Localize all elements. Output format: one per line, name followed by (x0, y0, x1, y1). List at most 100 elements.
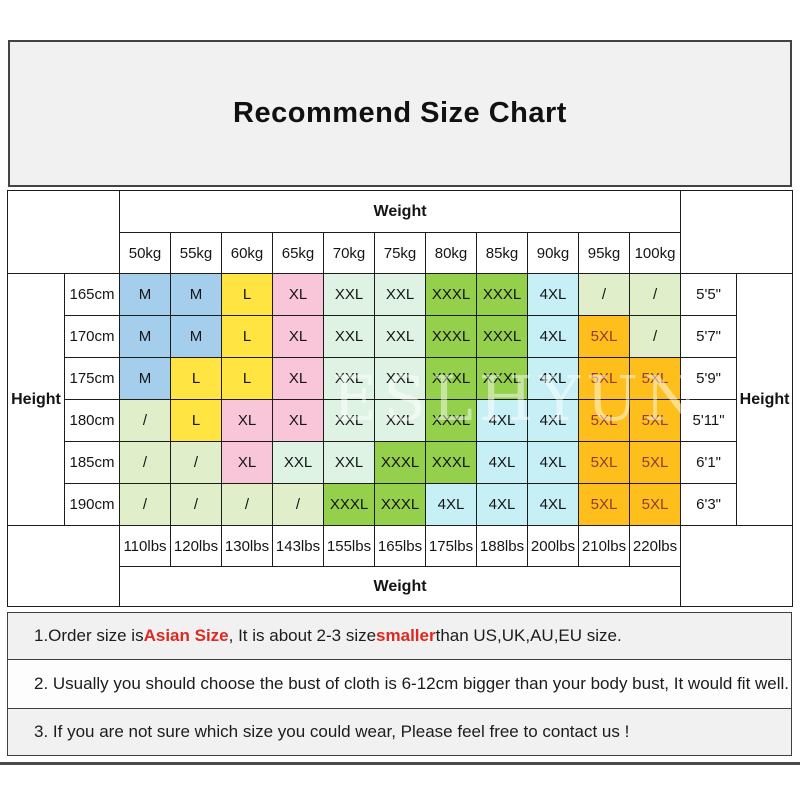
size-cell: XXXL (476, 315, 528, 358)
size-cell: 5XL (628, 441, 682, 484)
size-cell: 5XL (628, 357, 682, 400)
size-cell: XL (272, 399, 324, 442)
size-cell: XL (221, 399, 273, 442)
note-text: 2. Usually you should choose the bust of… (34, 674, 790, 693)
size-cell: XXL (374, 273, 426, 316)
note-2: 2. Usually you should choose the bust of… (7, 659, 792, 709)
size-cell: XXXL (425, 315, 477, 358)
note-text-highlight: smaller (376, 626, 436, 645)
table-row: 170cm M M L XL XXL XXL XXXL XXXL 4XL 5XL/5'7" (8, 315, 793, 358)
size-cell: XXXL (476, 357, 528, 400)
weight-kg-label: 50kg (119, 232, 171, 274)
weight-kg-label: 60kg (221, 232, 273, 274)
size-table: Weight 50kg 55kg 60kg 65kg 70kg 75kg 80kg 85kg 90… (7, 190, 794, 607)
bottom-divider-line (0, 762, 800, 765)
height-ft-label: 5'7" (680, 315, 738, 358)
table-row: 180cm / L XL XL XXL XXL XXXL 4XL 4XL 5XL 5XL 5'11" (8, 399, 793, 442)
size-cell: / (119, 483, 171, 526)
size-cell: XXXL (425, 399, 477, 442)
weight-lbs-label: 110lbs (119, 525, 171, 567)
note-text: than US,UK,AU,EU size. (435, 626, 622, 645)
weight-kg-label: 90kg (527, 232, 579, 274)
height-ft-label: 6'1" (680, 441, 738, 484)
size-cell: XXXL (374, 483, 426, 526)
size-cell: / (628, 315, 682, 358)
size-cell: 4XL (476, 399, 528, 442)
note-text-highlight: Asian Size (143, 626, 229, 645)
weight-header-top: Weight (118, 190, 682, 233)
weight-lbs-label: 165lbs (374, 525, 426, 567)
size-cell: XXL (272, 441, 324, 484)
weight-kg-label: 70kg (323, 232, 375, 274)
weight-lbs-label: 175lbs (425, 525, 477, 567)
size-cell: 5XL (578, 441, 630, 484)
size-cell: M (119, 273, 171, 316)
height-ft-label: 5'11" (680, 399, 738, 442)
size-cell: 5XL (628, 399, 682, 442)
size-table-container: Weight 50kg 55kg 60kg 65kg 70kg 75kg 80kg 85kg 90… (7, 190, 794, 607)
weight-kg-label: 95kg (578, 232, 630, 274)
size-cell: XL (272, 357, 324, 400)
size-cell: 4XL (527, 441, 579, 484)
weight-lbs-label: 220lbs (628, 525, 682, 567)
note-text: 3. If you are not sure which size you co… (34, 722, 630, 741)
weight-kg-label: 80kg (425, 232, 477, 274)
table-row: 175cm M L L XL XXL XXL XXXL XXXL 4XL 5XL 5XL 5'9" (8, 357, 793, 400)
size-cell: XL (272, 273, 324, 316)
note-text: 1.Order size is (34, 626, 144, 645)
table-row: Weight (8, 566, 793, 607)
weight-lbs-label: 155lbs (323, 525, 375, 567)
weight-lbs-label: 200lbs (527, 525, 579, 567)
size-cell: 4XL (527, 357, 579, 400)
size-cell: / (272, 483, 324, 526)
weight-lbs-label: 143lbs (272, 525, 324, 567)
size-cell: / (170, 483, 222, 526)
size-cell: M (119, 357, 171, 400)
size-cell: 4XL (476, 483, 528, 526)
size-cell: 4XL (527, 273, 579, 316)
size-cell: / (221, 483, 273, 526)
size-cell: 5XL (578, 483, 630, 526)
size-cell: L (221, 273, 273, 316)
size-cell: XXXL (374, 441, 426, 484)
weight-kg-label: 55kg (170, 232, 222, 274)
weight-lbs-label: 120lbs (170, 525, 222, 567)
size-cell: 4XL (527, 399, 579, 442)
size-cell: L (170, 399, 222, 442)
size-cell: 5XL (578, 357, 630, 400)
size-cell: XXL (374, 315, 426, 358)
weight-kg-label: 100kg (628, 232, 682, 274)
corner-blank-top-left (7, 190, 120, 274)
corner-blank-top-right (680, 190, 794, 274)
note-3: 3. If you are not sure which size you co… (7, 708, 792, 756)
table-row: 185cm / / XL XXL XXL XXXL XXXL 4XL 4XL 5XL 5XL 6'1" (8, 441, 793, 484)
size-cell: 5XL (578, 399, 630, 442)
size-cell: XXL (323, 315, 375, 358)
height-cm-label: 190cm (64, 483, 120, 526)
size-cell: XXL (323, 441, 375, 484)
table-row: Weight (7, 190, 794, 274)
height-ft-label: 5'9" (680, 357, 738, 400)
size-cell: XXL (323, 357, 375, 400)
table-row: 50kg 55kg 60kg 65kg 70kg 75kg 80kg 85kg 90kg 95kg… (8, 232, 793, 274)
table-row: 110lbs 120lbs 130lbs 143lbs 155lbs 165lbs 175l… (7, 525, 794, 607)
size-cell: 4XL (527, 315, 579, 358)
size-cell: XXXL (323, 483, 375, 526)
height-cm-label: 185cm (64, 441, 120, 484)
weight-kg-label: 75kg (374, 232, 426, 274)
size-cell: XL (221, 441, 273, 484)
size-chart-title-box: Recommend Size Chart (8, 40, 792, 187)
size-cell: / (170, 441, 222, 484)
page-title: Recommend Size Chart (233, 97, 567, 129)
size-cell: 5XL (628, 483, 682, 526)
size-cell: XXL (374, 357, 426, 400)
size-cell: XXXL (476, 273, 528, 316)
size-cell: M (170, 273, 222, 316)
size-cell: XXXL (425, 273, 477, 316)
size-cell: / (578, 273, 630, 316)
height-cm-label: 170cm (64, 315, 120, 358)
weight-header-bottom: Weight (118, 566, 682, 607)
size-cell: 4XL (527, 483, 579, 526)
height-ft-label: 6'3" (680, 483, 738, 526)
size-cell: XXXL (425, 357, 477, 400)
